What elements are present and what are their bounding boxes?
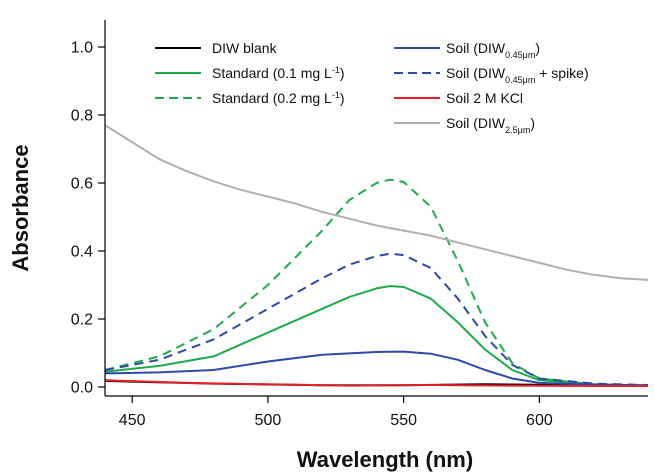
x-tick-label: 500	[255, 412, 282, 429]
legend-label: Standard (0.2 mg L-1)	[212, 90, 345, 106]
series-line	[105, 379, 648, 387]
legend-label: DIW blank	[212, 40, 278, 56]
x-axis-title: Wavelength (nm)	[297, 447, 473, 472]
series-line	[105, 252, 648, 386]
y-tick-label: 0.2	[71, 312, 93, 329]
series-line	[105, 178, 648, 387]
y-tick-label: 0.4	[71, 244, 93, 261]
series-line	[105, 285, 648, 387]
legend-item: Soil (DIW0.45μm + spike)	[394, 65, 589, 85]
x-tick-label: 550	[390, 412, 417, 429]
y-tick-label: 1.0	[71, 40, 93, 57]
legend-label: Soil (DIW0.45μm + spike)	[446, 65, 589, 85]
legend-label: Standard (0.1 mg L-1)	[212, 65, 345, 81]
legend-label: Soil 2 M KCl	[446, 90, 523, 106]
legend-item: Soil 2 M KCl	[394, 90, 523, 106]
legend-label: Soil (DIW2.5μm)	[446, 115, 535, 135]
legend-item: DIW blank	[155, 40, 278, 56]
y-tick-label: 0.0	[71, 380, 93, 397]
legend-item: Standard (0.1 mg L-1)	[155, 65, 345, 81]
series-line	[105, 124, 648, 281]
legend-item: Soil (DIW0.45μm)	[394, 40, 540, 60]
y-axis-title: Absorbance	[8, 144, 33, 271]
series-line	[105, 350, 648, 387]
x-tick-label: 450	[119, 412, 146, 429]
legend-label: Soil (DIW0.45μm)	[446, 40, 540, 60]
legend-item: Soil (DIW2.5μm)	[394, 115, 535, 135]
legend-item: Standard (0.2 mg L-1)	[155, 90, 345, 106]
x-tick-label: 600	[526, 412, 553, 429]
y-tick-label: 0.6	[71, 176, 93, 193]
y-tick-label: 0.8	[71, 108, 93, 125]
